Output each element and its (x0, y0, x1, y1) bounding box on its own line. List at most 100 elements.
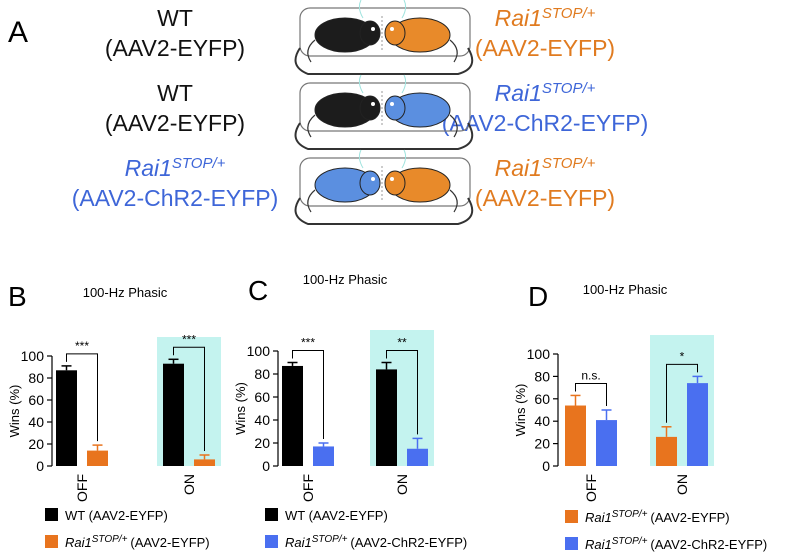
mouse-tail (449, 189, 458, 213)
y-tick-label: 0 (36, 458, 44, 474)
y-tick-label: 40 (254, 412, 270, 428)
x-tick-label: ON (674, 474, 690, 495)
y-axis-label: Wins (%) (233, 382, 248, 435)
legend-swatch (565, 537, 578, 550)
panel-label: A (8, 16, 28, 49)
optic-fiber (358, 149, 364, 169)
label-part: Rai1 (495, 80, 542, 106)
y-tick-label: 80 (254, 366, 270, 382)
superscript: STOP/+ (542, 80, 596, 97)
y-tick-label: 80 (28, 370, 44, 386)
y-tick-label: 100 (247, 343, 271, 359)
legend-swatch (265, 508, 278, 521)
tube-base (294, 197, 474, 225)
optic-fiber (358, 74, 364, 94)
superscript: STOP/+ (612, 536, 648, 547)
optic-fiber (401, 0, 407, 19)
tube-illustration (294, 0, 474, 75)
mouse-tail (307, 114, 316, 138)
bar (687, 383, 708, 466)
superscript: STOP/+ (92, 534, 128, 545)
mouse-head (384, 95, 406, 121)
label-part: Rai1 (495, 155, 542, 181)
significance-bracket (666, 363, 698, 423)
label-part: (AAV2-ChR2-EYFP) (350, 535, 467, 550)
label-part: Rai1 (65, 535, 92, 550)
bar (163, 363, 184, 466)
significance-label: *** (182, 332, 196, 346)
bar (282, 365, 303, 466)
mouse-head (384, 20, 406, 46)
label-part: WT (AAV2-EYFP) (65, 508, 168, 523)
bar (313, 446, 334, 466)
bar (565, 405, 586, 466)
mouse-head (359, 20, 381, 46)
right-virus: (AAV2-ChR2-EYFP) (442, 110, 649, 136)
mouse-tail (449, 39, 458, 63)
significance-label: ** (397, 336, 407, 350)
optic-fiber (401, 149, 407, 169)
bar (87, 450, 108, 466)
mouse-eye (371, 177, 375, 181)
superscript: STOP/+ (612, 509, 648, 520)
right-genotype: Rai1STOP/+ (495, 5, 596, 32)
bar (56, 370, 77, 466)
x-tick-label: ON (394, 474, 410, 495)
legend-label: WT (AAV2-EYFP) (285, 508, 388, 523)
y-axis-label: Wins (%) (7, 385, 22, 438)
significance-label: *** (75, 339, 89, 353)
label-part: Rai1 (125, 155, 172, 181)
y-tick-label: 40 (28, 414, 44, 430)
x-tick-label: OFF (74, 474, 90, 502)
y-axis-label: Wins (%) (513, 384, 528, 437)
significance-bracket (66, 353, 98, 442)
significance-bracket (386, 350, 418, 435)
y-tick-label: 20 (28, 436, 44, 452)
label-part: (AAV2-ChR2-EYFP) (650, 537, 767, 552)
left-virus: (AAV2-EYFP) (105, 35, 245, 61)
label-part: Rai1 (585, 537, 612, 552)
significance-bracket (173, 346, 205, 451)
significance-bracket (575, 382, 607, 406)
y-tick-label: 100 (527, 346, 551, 362)
y-tick-label: 60 (534, 391, 550, 407)
optic-fiber (401, 74, 407, 94)
mouse-tail (307, 189, 316, 213)
label-part: Rai1 (285, 535, 312, 550)
tube (299, 82, 471, 132)
bar (596, 420, 617, 466)
right-genotype: Rai1STOP/+ (495, 80, 596, 107)
tube (299, 157, 471, 207)
left-genotype: Rai1STOP/+ (125, 155, 226, 182)
left-virus: (AAV2-ChR2-EYFP) (72, 185, 279, 211)
y-tick-label: 60 (28, 392, 44, 408)
y-tick-label: 20 (534, 436, 550, 452)
label-part: (AAV2-EYFP) (130, 535, 209, 550)
label-part: WT (157, 80, 193, 106)
mouse-eye (390, 102, 394, 106)
left-virus: (AAV2-EYFP) (105, 110, 245, 136)
mouse-eye (390, 27, 394, 31)
y-tick-label: 0 (262, 458, 270, 474)
tube-base (294, 122, 474, 150)
legend-label: WT (AAV2-EYFP) (65, 508, 168, 523)
significance-label: n.s. (581, 368, 600, 382)
y-tick-label: 0 (542, 458, 550, 474)
x-tick-label: OFF (583, 474, 599, 502)
bar (407, 448, 428, 466)
mouse-tail (449, 114, 458, 138)
label-part: WT (157, 5, 193, 31)
tube-illustration (294, 149, 474, 225)
chart-title: 100-Hz Phasic (303, 272, 388, 287)
legend-swatch (45, 535, 58, 548)
label-part: Rai1 (585, 510, 612, 525)
label-part: Rai1 (495, 5, 542, 31)
x-tick-label: OFF (300, 474, 316, 502)
optic-fiber (358, 0, 364, 19)
bar (656, 436, 677, 466)
panel-label: D (528, 281, 548, 312)
legend-label: Rai1STOP/+ (AAV2-ChR2-EYFP) (285, 534, 467, 551)
chart-title: 100-Hz Phasic (583, 282, 668, 297)
right-virus: (AAV2-EYFP) (475, 185, 615, 211)
legend-label: Rai1STOP/+ (AAV2-EYFP) (585, 509, 730, 526)
